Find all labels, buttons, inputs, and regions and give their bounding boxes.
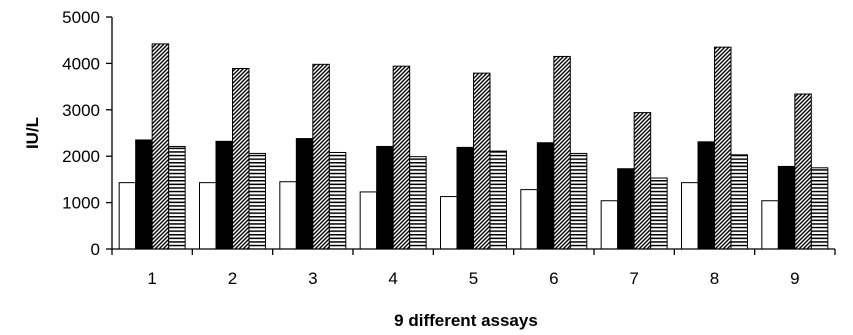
bar-assay-5-series-3 <box>473 72 491 250</box>
bar-assay-2-series-3 <box>232 68 250 250</box>
x-axis: 1 2 3 4 5 6 7 8 9 <box>111 248 836 288</box>
bar-assay-2-series-1 <box>199 182 217 250</box>
y-tick-label: 2000 <box>62 147 100 166</box>
bar-assay-4-series-2 <box>376 145 394 250</box>
y-tick-label: 3000 <box>62 101 100 120</box>
x-tick-label: 1 <box>147 269 156 288</box>
y-axis: 0 1000 2000 3000 4000 5000 <box>62 8 113 259</box>
y-axis-title: IU/L <box>23 117 42 149</box>
bar-assay-3-series-4 <box>328 151 347 250</box>
bar-assay-1-series-4 <box>168 145 186 250</box>
bar-assay-1-series-2 <box>135 139 153 250</box>
bar-assay-5-series-1 <box>440 196 458 250</box>
x-tick-label: 6 <box>549 269 558 288</box>
y-tick-label: 0 <box>91 240 100 259</box>
bar-assay-1-series-3 <box>151 43 170 250</box>
x-tick-label: 3 <box>308 269 317 288</box>
bar-assay-2-series-2 <box>215 140 233 250</box>
bar-assay-9-series-3 <box>794 93 812 250</box>
bar-assay-3-series-1 <box>279 181 297 250</box>
bar-assay-8-series-3 <box>714 46 732 250</box>
bars-group <box>118 43 829 250</box>
bar-assay-8-series-1 <box>681 182 699 250</box>
bar-assay-6-series-4 <box>569 152 588 250</box>
bar-assay-5-series-4 <box>489 150 507 250</box>
bar-assay-6-series-1 <box>520 189 538 250</box>
bar-assay-7-series-4 <box>650 177 668 250</box>
bar-assay-8-series-2 <box>697 141 715 250</box>
x-tick-label: 2 <box>228 269 237 288</box>
x-axis-title: 9 different assays <box>394 311 538 330</box>
bar-assay-3-series-2 <box>295 138 314 250</box>
bar-assay-9-series-4 <box>810 167 829 250</box>
bar-assay-7-series-3 <box>633 112 652 250</box>
bar-assay-6-series-2 <box>536 142 555 250</box>
bar-assay-7-series-2 <box>617 168 635 250</box>
bar-assay-4-series-4 <box>409 156 427 250</box>
bar-assay-9-series-2 <box>777 165 796 250</box>
x-tick-label: 7 <box>629 269 638 288</box>
bar-assay-4-series-1 <box>359 191 378 250</box>
bar-assay-2-series-4 <box>248 152 266 250</box>
bar-assay-3-series-3 <box>312 63 330 250</box>
x-tick-label: 8 <box>710 269 719 288</box>
bar-assay-7-series-1 <box>600 200 619 250</box>
bar-assay-9-series-1 <box>761 200 779 250</box>
bar-assay-1-series-1 <box>118 182 137 250</box>
y-tick-label: 5000 <box>62 8 100 27</box>
bar-assay-8-series-4 <box>730 154 748 250</box>
bar-assay-4-series-3 <box>392 65 411 250</box>
x-tick-label: 4 <box>388 269 397 288</box>
x-tick-label: 9 <box>790 269 799 288</box>
y-tick-label: 1000 <box>62 194 100 213</box>
x-tick-label: 5 <box>469 269 478 288</box>
bar-assay-6-series-3 <box>553 55 571 250</box>
bar-assay-5-series-2 <box>456 146 474 250</box>
y-tick-label: 4000 <box>62 54 100 73</box>
